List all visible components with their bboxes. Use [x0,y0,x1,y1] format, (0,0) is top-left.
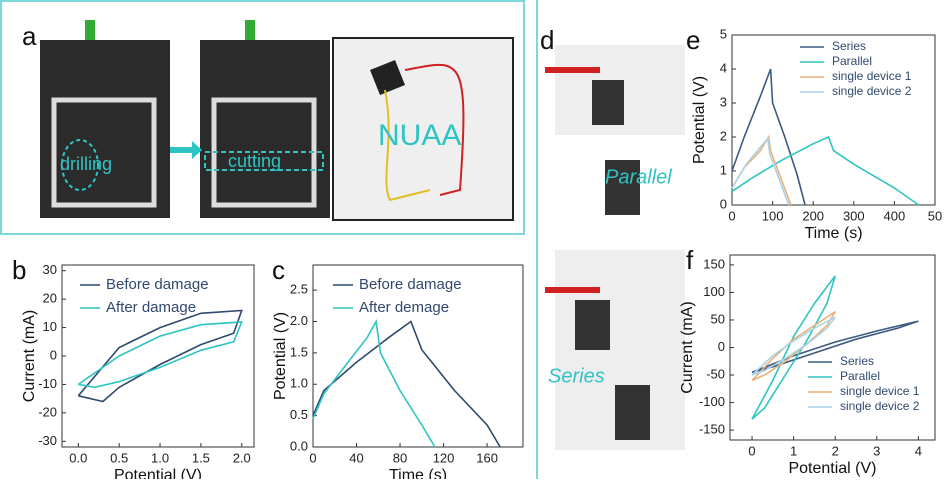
y-tick-label: 20 [43,291,57,306]
y-tick-label: -100 [699,394,725,409]
x-tick-label: 200 [802,208,824,223]
data-line [752,276,835,419]
x-tick-label: 0.5 [110,450,128,465]
x-tick-label: 300 [843,208,865,223]
data-line [78,322,241,387]
y-tick-label: 0.0 [290,438,308,453]
y-tick-label: 10 [43,319,57,334]
legend-label: After demage [359,299,449,316]
y-tick-label: 0 [50,347,57,362]
y-tick-label: 1 [720,162,727,177]
photo-text: NUAA [378,119,461,152]
x-tick-label: 4 [915,443,922,458]
photo-device [592,80,624,125]
x-tick-label: 2 [832,443,839,458]
legend-label: Before damage [106,276,209,293]
x-tick-label: 80 [393,450,407,465]
photo-device [200,40,330,218]
arrow [170,141,202,159]
x-tick-label: 3 [873,443,880,458]
y-axis-label: Potential (V) [691,76,708,164]
y-tick-label: -30 [38,433,57,448]
y-tick-label: 0 [720,196,727,211]
y-tick-label: 100 [703,284,725,299]
y-tick-label: 1.5 [290,344,308,359]
photo-text: Series [548,365,605,387]
y-tick-label: 2.0 [290,313,308,328]
y-tick-label: 0.5 [290,407,308,422]
x-axis-label: Potential (V) [114,467,202,479]
x-tick-label: 400 [884,208,906,223]
x-axis-label: Potential (V) [788,460,876,477]
x-tick-label: 0 [309,450,316,465]
y-tick-label: 5 [720,26,727,41]
panel-label: f [686,245,694,275]
x-tick-label: 0 [728,208,735,223]
y-tick-label: 2.5 [290,282,308,297]
data-line [313,322,500,448]
legend-label: After damage [106,299,196,316]
x-tick-label: 0 [748,443,755,458]
panel-label: e [686,25,700,55]
photo-device [575,300,610,350]
photo-device [615,385,650,440]
legend-label: single device 1 [840,384,920,398]
photo-device [40,40,170,218]
legend-label: Series [840,354,874,368]
panel-label: c [272,255,285,285]
photo-text: cutting [228,151,281,171]
x-tick-label: 120 [433,450,455,465]
y-tick-label: -150 [699,422,725,437]
panel-label: d [540,25,554,55]
y-tick-label: -10 [38,376,57,391]
y-tick-label: -50 [706,366,725,381]
y-axis-label: Current (mA) [21,310,38,402]
x-tick-label: 50 [928,208,942,223]
x-tick-label: 1 [790,443,797,458]
x-tick-label: 160 [476,450,498,465]
y-axis-label: Current (mA) [679,301,696,393]
x-tick-label: 1.5 [192,450,210,465]
panel-label: b [12,255,26,285]
x-tick-label: 2.0 [233,450,251,465]
x-tick-label: 1.0 [151,450,169,465]
y-tick-label: 30 [43,262,57,277]
y-tick-label: -20 [38,404,57,419]
photo-text: Parallel [605,166,672,188]
y-tick-label: 1.0 [290,376,308,391]
panel-label: a [22,21,37,51]
legend-label: Parallel [840,369,880,383]
x-tick-label: 0.0 [69,450,87,465]
legend-label: Series [832,39,866,53]
y-tick-label: 150 [703,256,725,271]
legend-label: single device 2 [840,399,920,413]
x-axis-label: Time (s) [389,467,447,479]
legend-label: single device 1 [832,69,912,83]
y-tick-label: 4 [720,60,727,75]
data-line [313,322,435,448]
legend-label: Parallel [832,54,872,68]
y-tick-label: 2 [720,128,727,143]
y-tick-label: 50 [711,311,725,326]
figure: abcdefdrillingcuttingNUAAParallelSeries0… [0,0,944,479]
data-line [752,321,918,372]
legend-label: Before damage [359,276,462,293]
x-axis-label: Time (s) [804,225,862,242]
y-axis-label: Potential (V) [272,312,289,400]
legend-label: single device 2 [832,84,912,98]
x-tick-label: 100 [762,208,784,223]
x-tick-label: 40 [349,450,363,465]
y-tick-label: 3 [720,94,727,109]
y-tick-label: 0 [718,339,725,354]
photo-text: drilling [60,154,112,174]
